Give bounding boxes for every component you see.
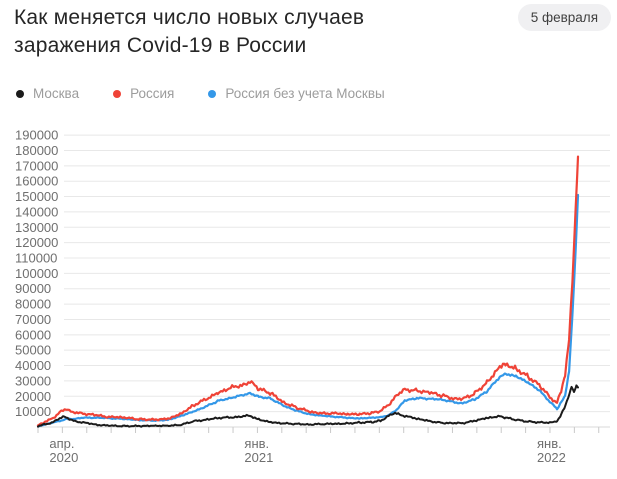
x-axis-label-year: 2021 bbox=[244, 450, 273, 465]
y-axis-label: 140000 bbox=[15, 204, 58, 219]
y-axis-label: 60000 bbox=[15, 327, 51, 342]
legend-label-russia-without-moscow: Россия без учета Москвы bbox=[225, 86, 385, 101]
y-axis-label: 160000 bbox=[15, 174, 58, 189]
y-axis-label: 190000 bbox=[15, 128, 58, 143]
date-badge: 5 февраля bbox=[517, 4, 611, 31]
y-axis-label: 120000 bbox=[15, 235, 58, 250]
chart-legend: Москва Россия Россия без учета Москвы bbox=[16, 86, 385, 101]
y-axis-label: 170000 bbox=[15, 158, 58, 173]
legend-dot-russia-icon bbox=[113, 89, 122, 98]
legend-item-moscow[interactable]: Москва bbox=[16, 86, 79, 101]
y-axis-label: 110000 bbox=[15, 251, 57, 266]
y-axis-label: 130000 bbox=[15, 220, 58, 235]
y-axis-label: 180000 bbox=[15, 143, 58, 158]
y-axis-label: 40000 bbox=[15, 358, 51, 373]
x-axis-label-year: 2020 bbox=[49, 450, 78, 465]
legend-item-russia[interactable]: Россия bbox=[113, 86, 174, 101]
series-line-russia-without-moscow bbox=[36, 193, 580, 428]
y-axis-label: 150000 bbox=[15, 189, 58, 204]
legend-item-russia-without-moscow[interactable]: Россия без учета Москвы bbox=[208, 86, 385, 101]
series-line-russia bbox=[36, 155, 580, 427]
y-axis-label: 50000 bbox=[15, 343, 51, 358]
legend-label-moscow: Москва bbox=[33, 86, 80, 101]
page-title: Как меняется число новых случаев заражен… bbox=[14, 6, 365, 57]
series-line-moscow bbox=[37, 384, 579, 428]
x-axis-label-year: 2022 bbox=[537, 450, 566, 465]
y-axis-label: 20000 bbox=[15, 389, 51, 404]
y-axis-label: 90000 bbox=[15, 281, 51, 296]
y-axis-label: 70000 bbox=[15, 312, 51, 327]
legend-dot-russia-without-moscow-icon bbox=[208, 89, 217, 98]
legend-label-russia: Россия bbox=[130, 86, 175, 101]
x-axis-label-month: янв. bbox=[244, 436, 269, 451]
y-axis-label: 30000 bbox=[15, 373, 51, 388]
y-axis-label: 100000 bbox=[15, 266, 58, 281]
x-axis-label-month: янв. bbox=[537, 436, 562, 451]
x-axis-label-month: апр. bbox=[49, 436, 74, 451]
y-axis-label: 80000 bbox=[15, 297, 51, 312]
legend-dot-moscow-icon bbox=[16, 89, 24, 98]
y-axis-label: 10000 bbox=[15, 404, 51, 419]
